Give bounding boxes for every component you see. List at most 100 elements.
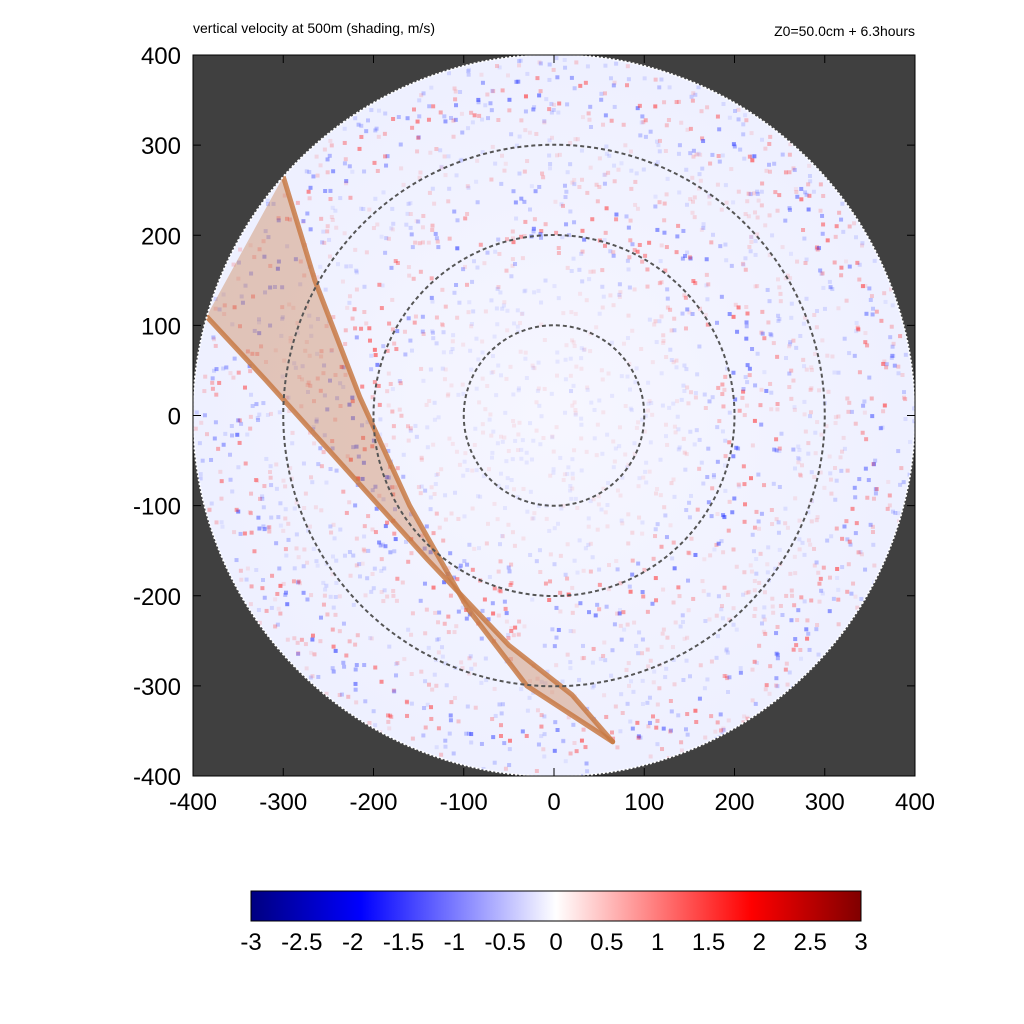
downdraft-cell xyxy=(701,222,706,227)
downdraft-cell xyxy=(693,552,698,557)
radius-circle-200 xyxy=(372,234,736,597)
downdraft-cell xyxy=(873,491,878,496)
downdraft-cell xyxy=(680,311,685,316)
downdraft-cell xyxy=(516,386,521,391)
downdraft-cell xyxy=(640,702,645,707)
downdraft-cell xyxy=(230,322,235,327)
downdraft-cell xyxy=(292,361,297,366)
updraft-cell xyxy=(752,579,757,584)
downdraft-cell xyxy=(341,384,346,389)
downdraft-cell xyxy=(681,383,686,388)
downdraft-cell xyxy=(224,365,229,370)
downdraft-cell xyxy=(587,610,592,615)
downdraft-cell xyxy=(579,468,584,473)
downdraft-cell xyxy=(707,399,712,404)
downdraft-cell xyxy=(581,643,586,648)
downdraft-cell xyxy=(572,220,577,225)
downdraft-cell xyxy=(333,595,338,600)
downdraft-cell xyxy=(568,484,573,489)
updraft-cell xyxy=(558,590,563,595)
downdraft-cell xyxy=(494,393,499,398)
downdraft-cell xyxy=(230,433,235,438)
downdraft-cell xyxy=(847,351,852,356)
updraft-cell xyxy=(815,515,820,520)
updraft-cell xyxy=(601,410,606,415)
downdraft-cell xyxy=(896,449,901,454)
updraft-cell xyxy=(797,547,802,552)
downdraft-cell xyxy=(912,419,915,424)
updraft-cell xyxy=(480,376,485,381)
updraft-cell xyxy=(688,390,693,395)
downdraft-cell xyxy=(456,609,461,614)
updraft-cell xyxy=(449,511,454,516)
time-annotation: Z0=50.0cm + 6.3hours xyxy=(774,23,915,39)
downdraft-cell xyxy=(566,233,571,238)
downdraft-cell xyxy=(779,431,784,436)
downdraft-cell xyxy=(351,553,356,558)
downdraft-cell xyxy=(420,329,425,334)
updraft-cell xyxy=(761,629,766,634)
updraft-cell xyxy=(405,713,410,718)
downdraft-cell xyxy=(719,539,724,544)
x-tick-label: 0 xyxy=(547,789,560,816)
downdraft-cell xyxy=(517,134,522,139)
downdraft-cell xyxy=(634,366,639,371)
updraft-cell xyxy=(778,603,783,608)
updraft-cell xyxy=(449,383,454,388)
updraft-cell xyxy=(517,320,522,325)
downdraft-cell xyxy=(880,425,885,430)
x-tick-label: -400 xyxy=(169,789,217,816)
downdraft-cell xyxy=(759,422,764,427)
updraft-cell xyxy=(502,435,507,440)
updraft-cell xyxy=(660,747,665,752)
downdraft-cell xyxy=(643,134,648,139)
downdraft-cell xyxy=(510,457,515,462)
updraft-cell xyxy=(419,366,424,371)
downdraft-cell xyxy=(653,204,658,209)
updraft-cell xyxy=(440,322,445,327)
updraft-cell xyxy=(603,510,608,515)
updraft-cell xyxy=(688,197,693,202)
downdraft-cell xyxy=(602,238,607,243)
downdraft-cell xyxy=(529,184,534,189)
downdraft-cell xyxy=(834,478,839,483)
downdraft-cell xyxy=(277,410,282,415)
updraft-cell xyxy=(570,610,575,615)
downdraft-cell xyxy=(280,315,285,320)
updraft-cell xyxy=(312,652,317,657)
updraft-cell xyxy=(540,171,545,176)
downdraft-cell xyxy=(476,97,481,102)
updraft-cell xyxy=(821,565,826,570)
updraft-cell xyxy=(614,559,619,564)
downdraft-cell xyxy=(704,257,709,262)
updraft-cell xyxy=(340,279,345,284)
downdraft-cell xyxy=(380,542,385,547)
downdraft-cell xyxy=(410,245,415,250)
downdraft-cell xyxy=(558,455,563,460)
downdraft-cell xyxy=(394,662,399,667)
downdraft-cell xyxy=(835,575,840,580)
updraft-cell xyxy=(297,581,302,586)
downdraft-cell xyxy=(460,605,465,610)
updraft-cell xyxy=(863,340,868,345)
downdraft-cell xyxy=(755,351,760,356)
updraft-cell xyxy=(328,138,333,143)
downdraft-cell xyxy=(500,306,505,311)
updraft-cell xyxy=(379,557,384,562)
x-tick-label: 300 xyxy=(805,789,845,816)
updraft-cell xyxy=(484,541,489,546)
downdraft-cell xyxy=(477,546,482,551)
updraft-cell xyxy=(252,255,257,260)
downdraft-cell xyxy=(498,542,503,547)
updraft-cell xyxy=(860,430,865,435)
downdraft-cell xyxy=(382,588,387,593)
downdraft-cell xyxy=(676,427,681,432)
updraft-cell xyxy=(570,476,575,481)
downdraft-cell xyxy=(883,299,888,304)
downdraft-cell xyxy=(457,566,462,571)
updraft-cell xyxy=(318,639,323,644)
updraft-cell xyxy=(640,259,645,264)
downdraft-cell xyxy=(820,591,825,596)
downdraft-cell xyxy=(700,166,705,171)
updraft-cell xyxy=(664,123,669,128)
